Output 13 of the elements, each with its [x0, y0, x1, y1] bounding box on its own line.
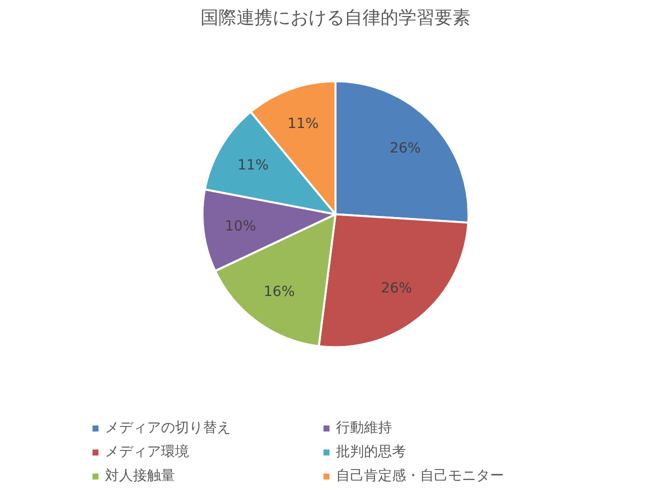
data-label: 11%: [288, 116, 319, 132]
data-label: 10%: [224, 218, 256, 234]
data-label: 16%: [264, 284, 295, 300]
legend-label: 行動維持: [336, 419, 393, 437]
legend-label: 対人接触量: [105, 467, 176, 485]
legend-label: メディアの切り替え: [105, 419, 232, 437]
legend-label: 自己肯定感・自己モニター: [336, 467, 505, 485]
legend-label: 批判的思考: [336, 443, 407, 461]
chart-title: 国際連携における自律的学習要素: [200, 8, 470, 28]
data-label: 26%: [390, 140, 421, 156]
data-label: 26%: [380, 280, 412, 296]
legend-label: メディア環境: [105, 443, 190, 461]
data-label: 11%: [238, 157, 269, 174]
